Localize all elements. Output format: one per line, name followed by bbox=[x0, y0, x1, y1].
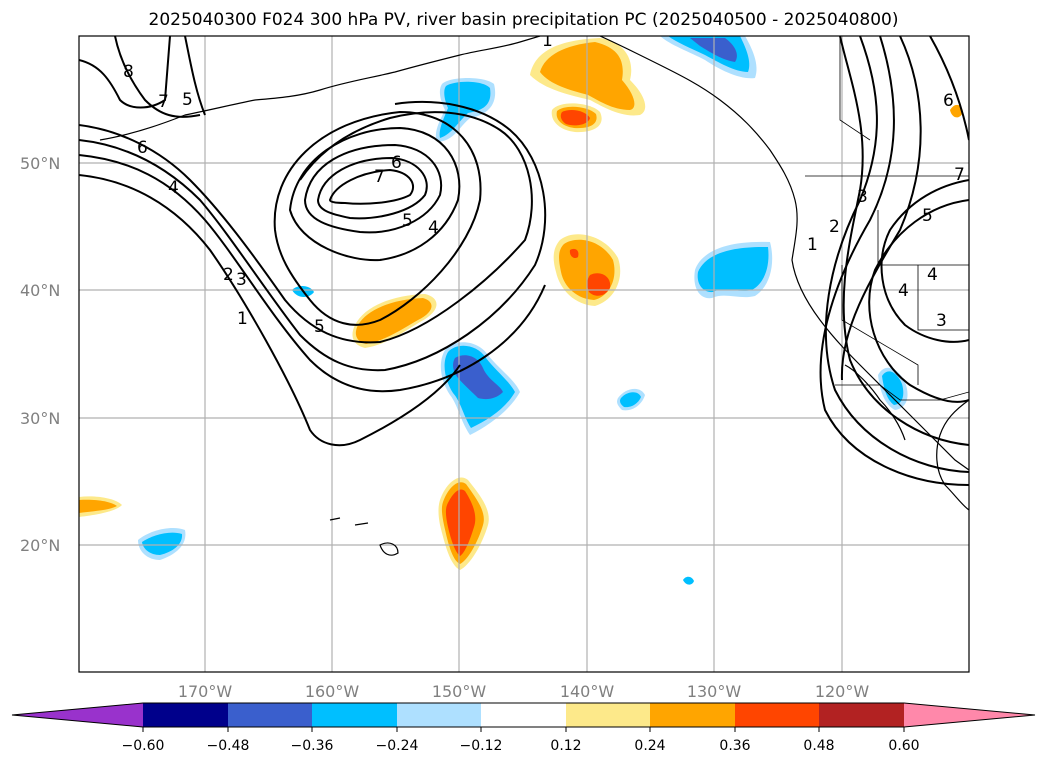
colorbar-tick-label: −0.60 bbox=[122, 738, 165, 754]
latitude-labels: 50°N 40°N 30°N 20°N bbox=[20, 154, 60, 555]
contour-labels: 8 7 5 6 4 6 7 5 4 3 2 1 5 1 6 7 3 2 1 5 … bbox=[123, 31, 965, 337]
shade-neg-mid bbox=[697, 246, 769, 293]
contour-label: 7 bbox=[954, 165, 965, 185]
colorbar: −0.60 −0.48 −0.36 −0.24 −0.12 0.12 0.24 … bbox=[11, 702, 1036, 754]
colorbar-segment bbox=[143, 703, 228, 727]
colorbar-tick-label: −0.24 bbox=[376, 738, 419, 754]
shade-pos-strong bbox=[560, 110, 590, 126]
contour-label: 2 bbox=[829, 217, 840, 237]
precip-shading bbox=[79, 36, 963, 585]
map-background bbox=[79, 36, 969, 672]
colorbar-tick-label: −0.48 bbox=[207, 738, 250, 754]
colorbar-segment bbox=[735, 703, 819, 727]
colorbar-tick-label: −0.36 bbox=[291, 738, 334, 754]
shade-neg-mid bbox=[620, 392, 641, 408]
lon-label-140w: 140°W bbox=[560, 682, 615, 701]
colorbar-tick-label: 0.24 bbox=[634, 738, 665, 754]
contour-label: 1 bbox=[237, 309, 248, 329]
colorbar-extend-low bbox=[12, 703, 143, 727]
shade-pos-strong bbox=[569, 248, 579, 259]
map-frame bbox=[78, 35, 970, 673]
shade-neg-mid bbox=[142, 532, 183, 555]
map-title: 2025040300 F024 300 hPa PV, river basin … bbox=[148, 10, 899, 30]
lon-label-120w: 120°W bbox=[815, 682, 870, 701]
lon-label-150w: 150°W bbox=[432, 682, 487, 701]
contour-label: 1 bbox=[542, 31, 553, 51]
colorbar-segment bbox=[312, 703, 397, 727]
colorbar-ticks bbox=[142, 727, 905, 732]
contour-label: 5 bbox=[402, 211, 413, 231]
shade-neg-mid bbox=[882, 371, 904, 405]
contour-label: 4 bbox=[927, 265, 938, 285]
contour-label: 2 bbox=[223, 265, 234, 285]
pv-contours bbox=[79, 36, 969, 486]
colorbar-segment bbox=[228, 703, 312, 727]
lat-label-40n: 40°N bbox=[20, 281, 60, 300]
lat-label-50n: 50°N bbox=[20, 154, 60, 173]
colorbar-tick-label: 0.12 bbox=[550, 738, 581, 754]
contour-label: 7 bbox=[374, 167, 385, 187]
colorbar-extend-high bbox=[904, 703, 1035, 727]
shade-pos-mid bbox=[79, 499, 117, 513]
longitude-labels: 170°W 160°W 150°W 140°W 130°W 120°W bbox=[178, 682, 870, 701]
colorbar-tick-label: 0.36 bbox=[719, 738, 750, 754]
colorbar-tick-label: 0.60 bbox=[888, 738, 919, 754]
colorbar-segment bbox=[481, 703, 566, 727]
contour-label: 4 bbox=[428, 218, 439, 238]
contour-label: 4 bbox=[898, 281, 909, 301]
colorbar-tick-label: 0.48 bbox=[803, 738, 834, 754]
map-gridlines bbox=[79, 36, 969, 672]
contour-label: 3 bbox=[857, 187, 868, 207]
lon-label-130w: 130°W bbox=[687, 682, 742, 701]
contour-label: 1 bbox=[807, 235, 818, 255]
shade-pos-mid bbox=[950, 104, 963, 118]
colorbar-segment bbox=[397, 703, 481, 727]
contour-label: 4 bbox=[168, 178, 179, 198]
colorbar-tick-labels: −0.60 −0.48 −0.36 −0.24 −0.12 0.12 0.24 … bbox=[122, 738, 920, 754]
contour-label: 3 bbox=[236, 270, 247, 290]
contour-label: 6 bbox=[943, 91, 954, 111]
contour-label: 6 bbox=[391, 153, 402, 173]
lat-label-30n: 30°N bbox=[20, 409, 60, 428]
contour-label: 5 bbox=[314, 317, 325, 337]
lat-label-20n: 20°N bbox=[20, 536, 60, 555]
shade-neg-strong bbox=[453, 355, 503, 400]
colorbar-segment bbox=[650, 703, 735, 727]
colorbar-tick-label: −0.12 bbox=[460, 738, 503, 754]
colorbar-segment bbox=[566, 703, 650, 727]
colorbar-segment bbox=[819, 703, 904, 727]
lon-label-170w: 170°W bbox=[178, 682, 233, 701]
map-content: 8 7 5 6 4 6 7 5 4 3 2 1 5 1 6 7 3 2 1 5 … bbox=[79, 31, 969, 672]
shade-neg-mid bbox=[683, 576, 694, 585]
contour-label: 7 bbox=[158, 92, 169, 112]
shade-neg-mid bbox=[439, 81, 491, 138]
shade-pos-mid bbox=[355, 298, 432, 344]
lon-label-160w: 160°W bbox=[305, 682, 360, 701]
contour-label: 6 bbox=[137, 138, 148, 158]
contour-label: 8 bbox=[123, 62, 134, 82]
contour-label: 5 bbox=[922, 206, 933, 226]
shade-pos-strong bbox=[445, 489, 476, 556]
contour-label: 3 bbox=[936, 311, 947, 331]
contour-label: 5 bbox=[182, 90, 193, 110]
